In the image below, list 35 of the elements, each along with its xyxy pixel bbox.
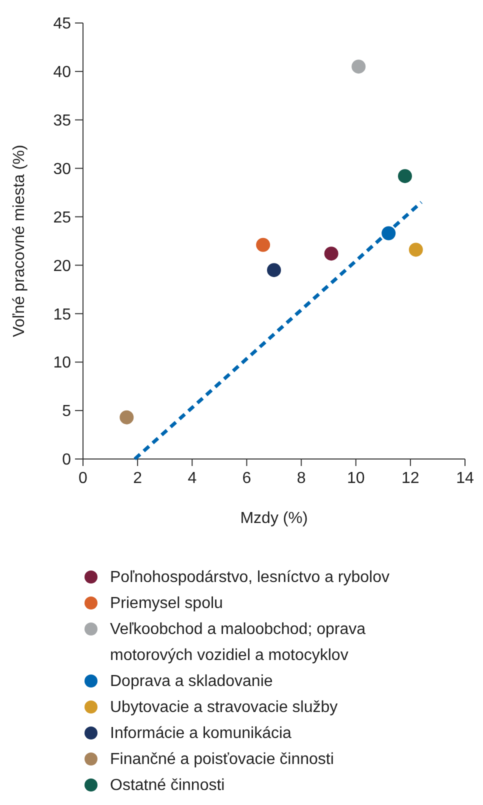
legend-label: Ubytovacie a stravovacie služby: [110, 699, 338, 716]
y-tick-label: 5: [62, 403, 72, 420]
legend-label: Informácie a komunikácia: [110, 725, 292, 742]
legend-label: Finančné a poisťovacie činnosti: [110, 751, 334, 768]
y-tick-label: 45: [53, 16, 72, 33]
y-tick-label: 20: [53, 258, 72, 275]
x-tick-label: 0: [78, 470, 88, 487]
legend-label: Doprava a skladovanie: [110, 673, 273, 690]
x-tick-label: 14: [456, 470, 474, 487]
x-tick-label: 6: [242, 470, 252, 487]
legend-label: Veľkoobchod a maloobchod; oprava motorových vozidiel a motocyklov: [110, 621, 366, 664]
x-axis-title: Mzdy (%): [240, 510, 308, 527]
point: [256, 238, 270, 252]
x-tick-label: 4: [188, 470, 197, 487]
x-tick-label: 10: [346, 470, 365, 487]
y-tick-label: 30: [53, 160, 72, 178]
y-tick-label: 10: [53, 354, 72, 372]
y-tick-label: 40: [53, 64, 72, 82]
point: [352, 60, 366, 74]
y-tick-label: 0: [62, 452, 72, 469]
legend-label: Ostatné činnosti: [110, 777, 225, 794]
y-axis-title: Voľné pracovné miesta (%): [11, 144, 28, 338]
point: [120, 410, 134, 424]
point: [324, 246, 338, 261]
point: [408, 242, 423, 257]
x-tick-label: 8: [296, 470, 306, 487]
legend-label: Priemysel spolu: [110, 595, 223, 612]
point: [398, 169, 412, 184]
x-tick-label: 12: [402, 470, 420, 487]
y-tick-label: 35: [53, 112, 72, 130]
point: [267, 263, 281, 278]
x-tick-label: 2: [133, 470, 142, 487]
y-tick-label: 15: [53, 306, 72, 324]
y-tick-label: 25: [53, 209, 72, 226]
legend-label: Poľnohospodárstvo, lesníctvo a rybolov: [110, 569, 390, 586]
